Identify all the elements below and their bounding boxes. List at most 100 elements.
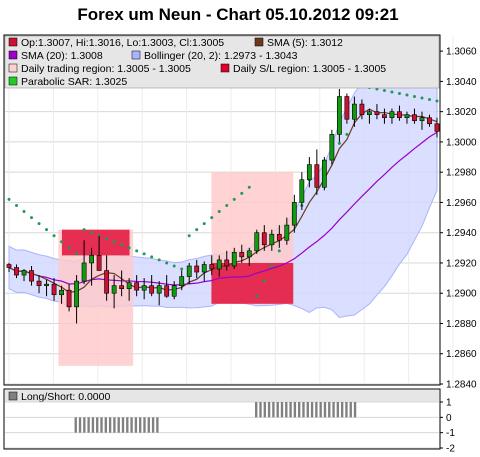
sar-dot (157, 258, 161, 262)
sar-dot (90, 231, 94, 235)
candle-body (306, 164, 312, 181)
candle-body (201, 264, 207, 273)
sub-y-tick-label: -1 (446, 428, 455, 439)
sar-dot (7, 197, 11, 201)
sar-dot (105, 237, 109, 241)
long-short-bar (272, 402, 275, 418)
legend-label: Bollinger (20, 2): 1.2973 - 1.3043 (144, 50, 298, 62)
bollinger-fill (8, 54, 438, 319)
legend-swatch (220, 63, 230, 73)
sub-legend-swatch (8, 391, 18, 401)
long-short-bar (126, 417, 129, 433)
candle-body (427, 117, 432, 125)
y-tick-label: 1.2900 (446, 289, 477, 300)
candle-body (51, 283, 57, 296)
sar-dot (75, 252, 79, 256)
sar-dot (30, 216, 34, 220)
sar-dot (187, 234, 191, 238)
trading-region (58, 229, 134, 366)
sar-dot (67, 246, 71, 250)
candle-body (419, 117, 425, 122)
long-short-bar (83, 417, 86, 433)
sar-dot (277, 249, 281, 253)
candle-body (29, 270, 34, 282)
long-short-bar (302, 402, 305, 418)
candle-body (14, 267, 19, 276)
y-tick-label: 1.3000 (446, 137, 477, 148)
long-short-bar (78, 417, 82, 433)
candle-body (21, 270, 27, 276)
long-short-bar (319, 402, 322, 418)
candle-body (246, 250, 252, 258)
y-tick-label: 1.2920 (446, 258, 477, 269)
candle-body (209, 264, 215, 270)
y-tick-label: 1.2960 (446, 198, 477, 209)
long-short-bar (134, 417, 138, 433)
sar-dot (435, 99, 439, 103)
sar-dot (120, 243, 124, 247)
candle-body (412, 114, 417, 122)
y-tick-label: 1.3060 (446, 47, 477, 58)
y-axis-main: 1.3060 1.3040 1.3020 1.3000 1.2980 1.2960 1.29… (440, 47, 477, 391)
candle-body (134, 282, 140, 291)
candle-body (397, 111, 402, 119)
sar-dot (82, 228, 86, 232)
sar-dot (15, 203, 19, 207)
sar-dot (225, 203, 229, 207)
sar-dot (232, 197, 236, 201)
sar-dot (165, 261, 169, 265)
candle-body (269, 233, 275, 246)
candle-body (149, 285, 155, 294)
sar-dot (22, 210, 26, 214)
candle-body (164, 285, 170, 297)
candle-body (36, 280, 42, 286)
long-short-bar (285, 402, 288, 418)
long-short-bar (91, 417, 95, 433)
long-short-bar (255, 402, 258, 418)
legend-swatch (8, 50, 18, 60)
long-short-bar (147, 417, 150, 433)
sar-dot (337, 141, 341, 145)
candle-body (389, 111, 395, 119)
legend-swatch (254, 37, 264, 47)
candle-body (81, 262, 87, 282)
candle-body (321, 159, 327, 188)
candle-body (156, 285, 162, 294)
sar-dot (217, 210, 221, 214)
sar-dot (202, 222, 206, 226)
candle-body (314, 164, 320, 188)
legend-box (4, 35, 440, 89)
long-short-bar (315, 402, 318, 418)
sub-y-tick-label: -2 (446, 444, 455, 455)
candle-body (374, 111, 380, 115)
sar-dot (397, 91, 401, 95)
legend-label: Op:1.3007, Hi:1.3016, Lo:1.3003, Cl:1.30… (21, 37, 224, 49)
candle-body (336, 96, 342, 135)
candle-body (104, 270, 110, 294)
y-tick-label: 1.2840 (446, 380, 477, 391)
candle-body (59, 289, 64, 296)
long-short-bars (74, 402, 357, 433)
sar-dot (240, 191, 244, 195)
legend-label: Parabolic SAR: 1.3025 (21, 76, 127, 88)
sl-region (61, 229, 130, 256)
long-short-bar (74, 417, 77, 433)
long-short-bar (151, 417, 155, 433)
candle-body (231, 252, 237, 267)
candle-body (284, 224, 290, 241)
candle-body (141, 285, 147, 291)
legend-label: SMA (20): 1.3008 (21, 50, 103, 62)
long-short-bar (328, 402, 331, 418)
long-short-bar (323, 402, 327, 418)
chart-title: Forex um Neun - Chart 05.10.2012 09:21 (77, 5, 398, 24)
sar-dot (172, 264, 176, 268)
candle-body (239, 252, 245, 258)
sar-dot (150, 255, 154, 259)
sar-dot (427, 98, 431, 102)
long-short-bar (121, 417, 125, 433)
candle-body (74, 280, 79, 308)
candle-body (352, 103, 357, 120)
legend-label: Daily trading region: 1.3005 - 1.3005 (21, 63, 191, 75)
candlesticks (6, 88, 440, 324)
candle-body (359, 103, 365, 115)
